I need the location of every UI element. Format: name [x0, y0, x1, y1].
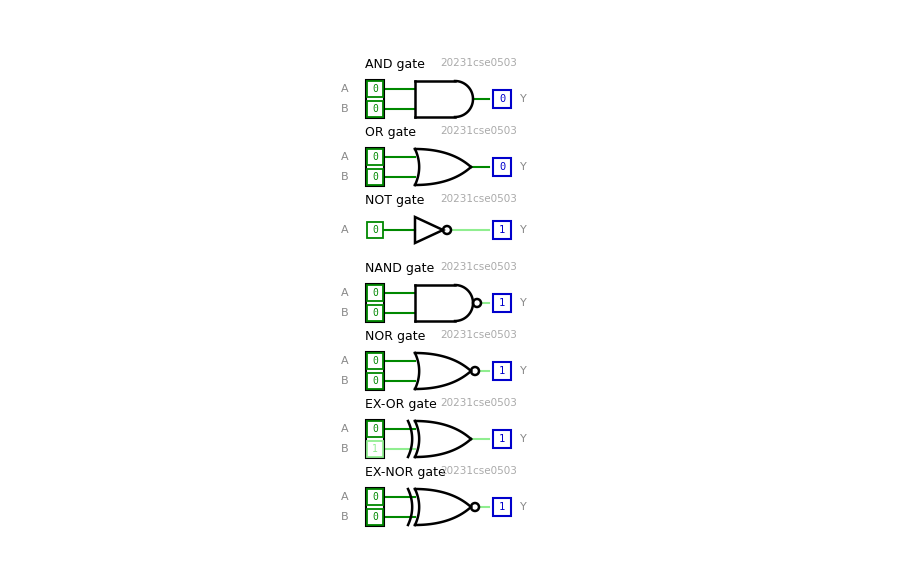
Text: A: A [341, 84, 348, 94]
Bar [493, 362, 511, 380]
Text: 0: 0 [499, 94, 505, 104]
Bar [493, 158, 511, 176]
Text: B: B [341, 308, 348, 318]
Bar [366, 80, 384, 118]
Text: 20231cse0503: 20231cse0503 [440, 194, 517, 204]
Text: A: A [341, 356, 348, 366]
Text: A: A [341, 152, 348, 162]
Text: OR gate: OR gate [365, 126, 416, 139]
Text: B: B [341, 376, 348, 386]
Text: A: A [341, 288, 348, 298]
Text: Y: Y [520, 94, 527, 104]
Text: Y: Y [520, 162, 527, 172]
Text: B: B [341, 104, 348, 114]
Text: 1: 1 [499, 225, 505, 235]
Text: NOR gate: NOR gate [365, 330, 426, 343]
Text: 1: 1 [372, 444, 378, 454]
Bar [367, 81, 383, 97]
Bar [493, 221, 511, 239]
Text: EX-NOR gate: EX-NOR gate [365, 466, 445, 479]
Text: 0: 0 [372, 84, 378, 94]
Bar [366, 148, 384, 186]
Text: 0: 0 [372, 288, 378, 298]
Bar [367, 305, 383, 321]
Text: A: A [341, 492, 348, 502]
Text: NAND gate: NAND gate [365, 262, 435, 275]
Text: Y: Y [520, 225, 527, 235]
Text: 1: 1 [499, 298, 505, 308]
Text: 0: 0 [372, 492, 378, 502]
Text: Y: Y [520, 366, 527, 376]
Bar [493, 90, 511, 108]
Text: B: B [341, 172, 348, 182]
Text: 0: 0 [499, 162, 505, 172]
Text: 20231cse0503: 20231cse0503 [440, 126, 517, 136]
Bar [366, 352, 384, 390]
Text: Y: Y [520, 434, 527, 444]
Bar [493, 294, 511, 312]
Text: 0: 0 [372, 104, 378, 114]
Text: 20231cse0503: 20231cse0503 [440, 398, 517, 408]
Text: 20231cse0503: 20231cse0503 [440, 262, 517, 272]
Bar [367, 509, 383, 525]
Text: 0: 0 [372, 308, 378, 318]
Text: A: A [341, 225, 348, 235]
Text: B: B [341, 512, 348, 522]
Text: A: A [341, 424, 348, 434]
Text: 1: 1 [499, 502, 505, 512]
Text: 0: 0 [372, 172, 378, 182]
Text: Y: Y [520, 298, 527, 308]
Text: Y: Y [520, 502, 527, 512]
Bar [493, 430, 511, 448]
Bar [367, 353, 383, 369]
Text: B: B [341, 444, 348, 454]
Text: 20231cse0503: 20231cse0503 [440, 466, 517, 476]
Bar [493, 498, 511, 516]
Text: EX-OR gate: EX-OR gate [365, 398, 436, 411]
Bar [367, 421, 383, 437]
Bar [367, 489, 383, 505]
Text: 0: 0 [372, 225, 378, 235]
Text: 1: 1 [499, 434, 505, 444]
Bar [367, 101, 383, 117]
Bar [367, 441, 383, 457]
Text: 20231cse0503: 20231cse0503 [440, 330, 517, 340]
Bar [367, 373, 383, 389]
Text: 0: 0 [372, 512, 378, 522]
Text: 0: 0 [372, 376, 378, 386]
Text: 0: 0 [372, 424, 378, 434]
Bar [367, 285, 383, 301]
Text: 0: 0 [372, 356, 378, 366]
Bar [367, 169, 383, 185]
Text: AND gate: AND gate [365, 58, 425, 71]
Text: 0: 0 [372, 152, 378, 162]
Text: 20231cse0503: 20231cse0503 [440, 58, 517, 68]
Bar [367, 149, 383, 165]
Bar [367, 222, 383, 238]
Text: 1: 1 [499, 366, 505, 376]
Text: NOT gate: NOT gate [365, 194, 425, 207]
Bar [366, 284, 384, 322]
Bar [366, 420, 384, 458]
Bar [366, 488, 384, 526]
